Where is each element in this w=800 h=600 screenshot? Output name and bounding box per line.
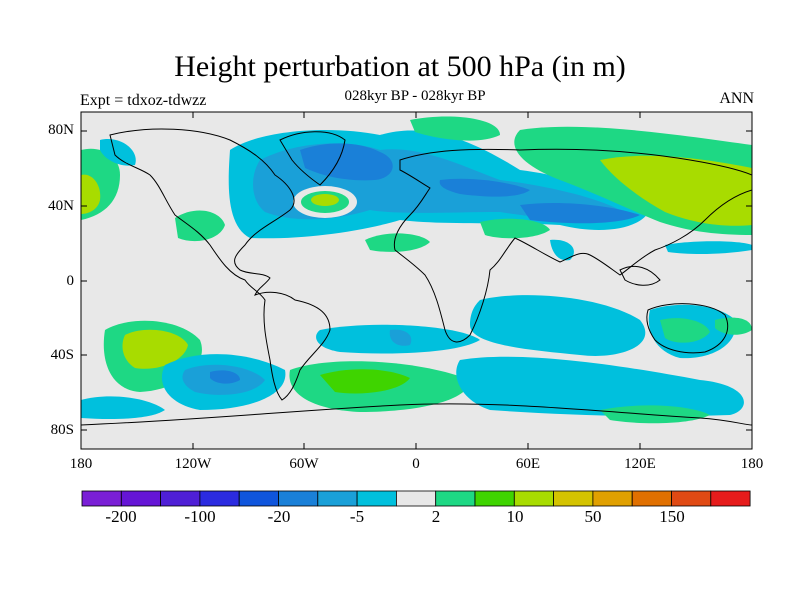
afro-eurasia-coastline xyxy=(393,148,752,343)
positive-anomaly-core xyxy=(311,194,339,206)
positive-anomaly-region xyxy=(410,116,500,141)
colorbar-swatch xyxy=(120,490,162,507)
colorbar-swatch xyxy=(317,490,358,507)
colorbar-label: 2 xyxy=(431,507,441,526)
colorbar-label: -5 xyxy=(349,507,365,526)
americas-coastline xyxy=(109,128,331,401)
positive-anomaly-region xyxy=(715,317,752,335)
x-tick-label: 180 xyxy=(740,456,764,472)
x-tick-label: 120E xyxy=(624,456,656,472)
positive-anomaly-core xyxy=(600,155,752,226)
x-tick-label: 0 xyxy=(412,456,420,472)
positive-anomaly-region xyxy=(175,210,225,242)
season-label: ANN xyxy=(719,90,754,107)
positive-anomaly-core xyxy=(81,174,101,214)
negative-anomaly-region xyxy=(665,241,752,255)
x-tick-label: 60W xyxy=(289,456,319,472)
negative-anomaly-region xyxy=(550,239,574,261)
y-tick-label: 0 xyxy=(66,273,75,289)
positive-anomaly-region xyxy=(480,218,550,239)
negative-anomaly-core xyxy=(389,329,412,346)
colorbar-label: -200 xyxy=(105,507,137,526)
maritime-continent-coastline xyxy=(619,265,661,286)
contour-field xyxy=(81,112,752,449)
coastlines xyxy=(81,128,752,426)
colorbar-swatch xyxy=(513,490,554,507)
colorbar-label: 50 xyxy=(584,507,602,526)
positive-anomaly-region xyxy=(660,318,710,343)
x-tick-label: 180 xyxy=(69,456,93,472)
x-tick-label: 60E xyxy=(515,456,541,472)
colorbar-label: -100 xyxy=(184,507,216,526)
colorbar-label: 10 xyxy=(506,507,524,526)
colorbar-swatch xyxy=(395,490,437,507)
y-tick-label: 40N xyxy=(48,198,74,214)
positive-anomaly-region xyxy=(600,405,710,424)
antarctica-coastline xyxy=(81,403,752,426)
colorbar-swatch xyxy=(631,490,672,507)
negative-anomaly-region xyxy=(81,396,165,420)
tick-marks xyxy=(81,112,752,449)
colorbar xyxy=(81,490,751,507)
colorbar-swatch xyxy=(160,490,201,507)
colorbar-label: -20 xyxy=(267,507,291,526)
colorbar-label: 150 xyxy=(659,507,685,526)
colorbar-swatch xyxy=(592,490,633,507)
map-title: Height perturbation at 500 hPa (in m) xyxy=(174,50,626,83)
x-tick-label: 120W xyxy=(174,456,212,472)
greenland-coastline xyxy=(279,131,346,186)
colorbar-swatch xyxy=(671,490,712,507)
y-tick-label: 40S xyxy=(50,347,74,363)
negative-anomaly-core xyxy=(300,143,393,181)
colorbar-swatch xyxy=(278,490,319,507)
negative-anomaly-core xyxy=(520,203,640,224)
negative-anomaly-region xyxy=(470,295,646,356)
colorbar-swatch xyxy=(474,490,515,507)
colorbar-swatch xyxy=(81,490,122,507)
colorbar-swatch xyxy=(356,490,397,507)
positive-anomaly-core xyxy=(320,369,410,394)
negative-anomaly-core xyxy=(210,370,240,384)
colorbar-swatch xyxy=(238,490,279,507)
negative-anomaly-core xyxy=(439,178,530,197)
y-tick-label: 80S xyxy=(50,422,74,438)
australia-coastline xyxy=(646,303,729,354)
experiment-label: Expt = tdxoz-tdwzz xyxy=(80,92,207,109)
map-subtitle: 028kyr BP - 028kyr BP xyxy=(344,88,486,104)
colorbar-swatch xyxy=(710,490,751,507)
colorbar-swatch xyxy=(435,490,476,507)
positive-anomaly-core xyxy=(122,329,188,369)
negative-anomaly-region xyxy=(456,356,744,417)
colorbar-swatch xyxy=(199,490,240,507)
positive-anomaly-region xyxy=(365,233,430,252)
colorbar-swatch xyxy=(553,490,594,507)
negative-anomaly-region xyxy=(100,139,136,166)
y-tick-label: 80N xyxy=(48,122,74,138)
